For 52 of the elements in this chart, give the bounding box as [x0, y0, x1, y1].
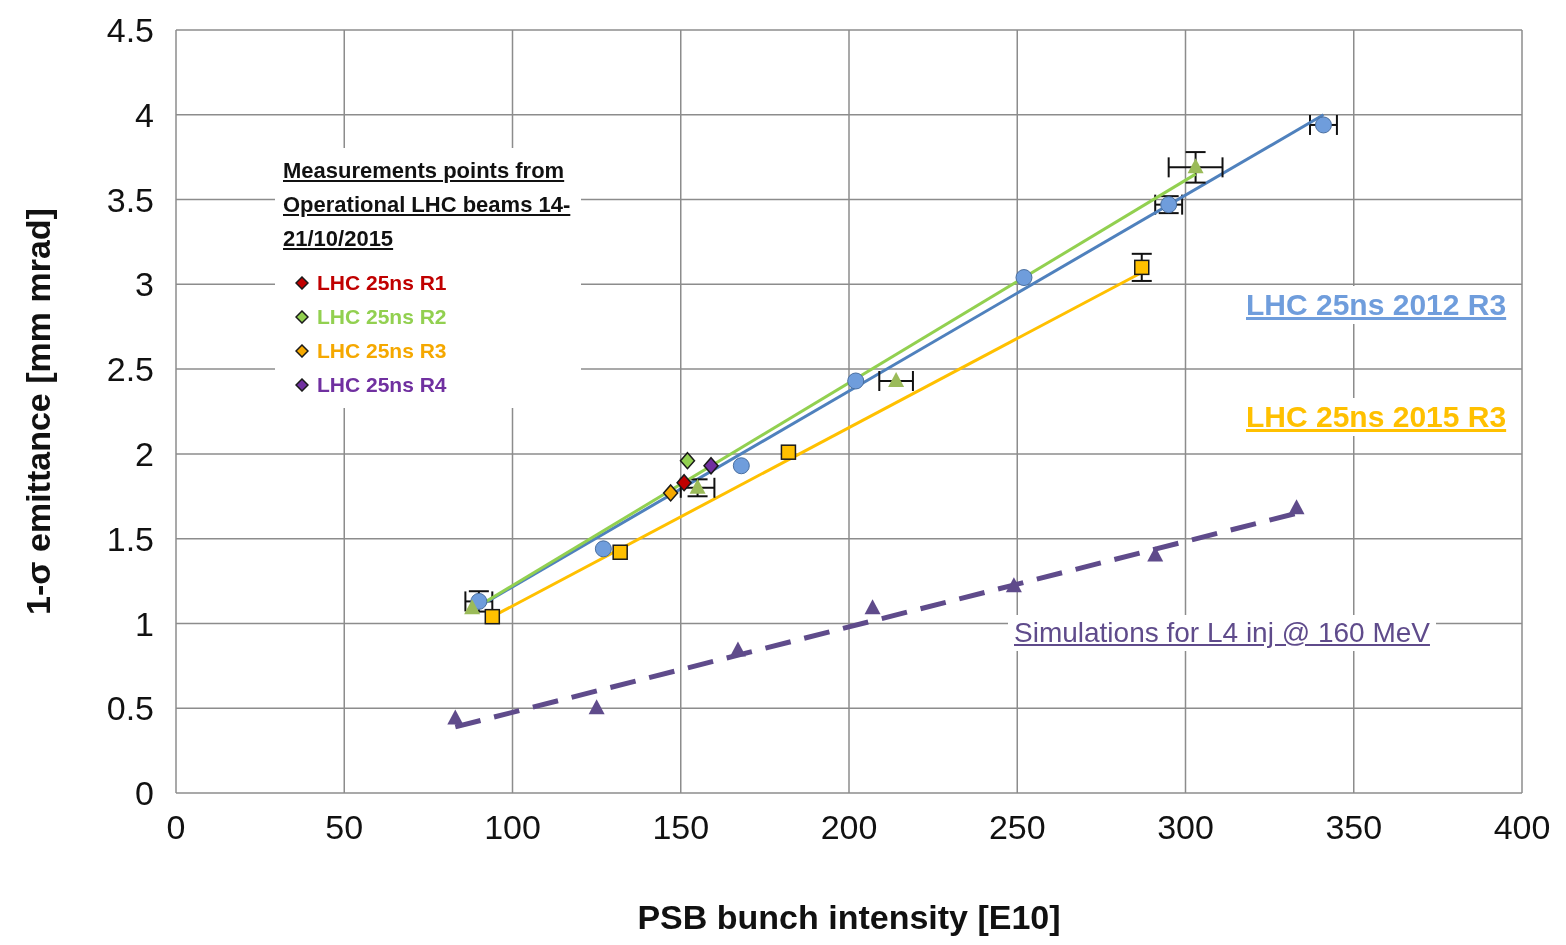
- y-tick-label: 1: [135, 604, 154, 643]
- y-tick-label: 0: [135, 774, 154, 813]
- x-tick-label: 0: [166, 808, 186, 847]
- point: [780, 444, 797, 460]
- y-tick-label: 3: [135, 265, 154, 304]
- x-tick-label: 100: [484, 808, 541, 847]
- x-tick-label: 350: [1325, 808, 1383, 847]
- y-tick-label: 4: [135, 95, 154, 134]
- point: [1134, 259, 1150, 276]
- point: [447, 709, 464, 725]
- series-label: Simulations for L4 inj @ 160 MeV: [1008, 615, 1436, 651]
- y-tick-label: 1.5: [106, 519, 154, 558]
- x-tick-label: 150: [652, 808, 710, 847]
- point: [1288, 499, 1305, 515]
- x-tick-label: 50: [325, 808, 364, 847]
- point: [732, 457, 750, 475]
- point: [484, 608, 501, 625]
- legend-label: LHC 25ns R2: [317, 304, 447, 330]
- point: [612, 544, 628, 560]
- point: [1015, 269, 1033, 287]
- point: [888, 371, 905, 387]
- text: LHC 25ns 2012 R3: [1240, 286, 1513, 324]
- point: [662, 484, 679, 502]
- legend-label: LHC 25ns R4: [317, 372, 447, 398]
- point: [588, 699, 605, 715]
- y-tick-label: 3.5: [106, 180, 154, 219]
- point: [676, 473, 692, 492]
- legend-label: LHC 25ns R3: [317, 338, 447, 364]
- y-tick-label: 4.5: [106, 11, 154, 50]
- x-tick-label: 200: [820, 808, 878, 847]
- y-tick-label: 2: [135, 434, 154, 473]
- point: [729, 641, 746, 657]
- point: [847, 372, 865, 390]
- x-axis-title: PSB bunch intensity [E10]: [636, 898, 1062, 937]
- point: [464, 599, 481, 615]
- point: [1187, 158, 1204, 174]
- point: [1314, 116, 1332, 134]
- point: [703, 457, 719, 475]
- legend-title: Measurements points from Operational LHC beams 14-21/10/2015: [283, 157, 572, 253]
- x-tick-label: 300: [1157, 808, 1214, 847]
- x-tick-label: 250: [988, 808, 1046, 847]
- x-tick-label: 400: [1493, 808, 1551, 847]
- y-tick-label: 2.5: [106, 350, 154, 389]
- point: [594, 540, 612, 558]
- legend-label: LHC 25ns R1: [317, 270, 447, 296]
- y-axis-title: 1-σ emittance [mm mrad]: [18, 208, 58, 615]
- text: LHC 25ns 2015 R3: [1240, 398, 1513, 436]
- point: [864, 599, 881, 615]
- point: [1147, 546, 1164, 562]
- y-tick-label: 0.5: [106, 689, 154, 728]
- point: [679, 451, 696, 470]
- point: [1005, 577, 1022, 593]
